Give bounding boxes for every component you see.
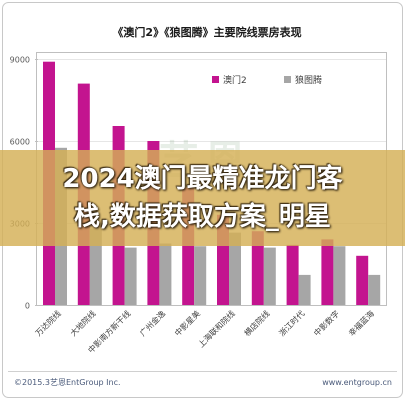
legend-swatch — [212, 76, 219, 83]
bar-series-2 — [229, 232, 241, 305]
bar-series-2 — [124, 247, 137, 305]
y-tick-label: 9000 — [10, 56, 30, 65]
y-tick-label: 6000 — [10, 138, 30, 147]
bar-series-2 — [194, 246, 207, 305]
banner-line-1: 2024澳门最精准龙门客 — [62, 164, 343, 194]
legend-swatch — [284, 76, 291, 83]
legend: 澳门2 狼图腾 — [212, 74, 322, 86]
legend-label: 澳门2 — [223, 74, 247, 86]
bar-series-1 — [321, 239, 334, 305]
legend-label: 狼图腾 — [295, 74, 322, 86]
chart-title: 《澳门2》《狼图腾》主要院线票房表现 — [112, 25, 301, 39]
bar-series-1 — [286, 244, 299, 305]
bar-series-2 — [333, 246, 346, 305]
bar-series-2 — [89, 228, 102, 305]
overlay-banner: 2024澳门最精准龙门客 栈,数据获取方案_明星 — [0, 150, 405, 246]
bar-series-1 — [251, 231, 264, 305]
bar-series-2 — [298, 274, 311, 305]
bar-series-2 — [368, 274, 381, 305]
bar-series-1 — [356, 255, 369, 305]
y-tick-label: 0 — [25, 302, 30, 311]
banner-line-2: 栈,数据获取方案_明星 — [74, 202, 331, 232]
footer-copyright: ©2015.3艺恩EntGroup Inc. — [14, 378, 121, 387]
bar-series-2 — [263, 247, 276, 305]
bar-series-2 — [159, 243, 172, 305]
footer-website: www.entgroup.cn — [322, 378, 392, 387]
